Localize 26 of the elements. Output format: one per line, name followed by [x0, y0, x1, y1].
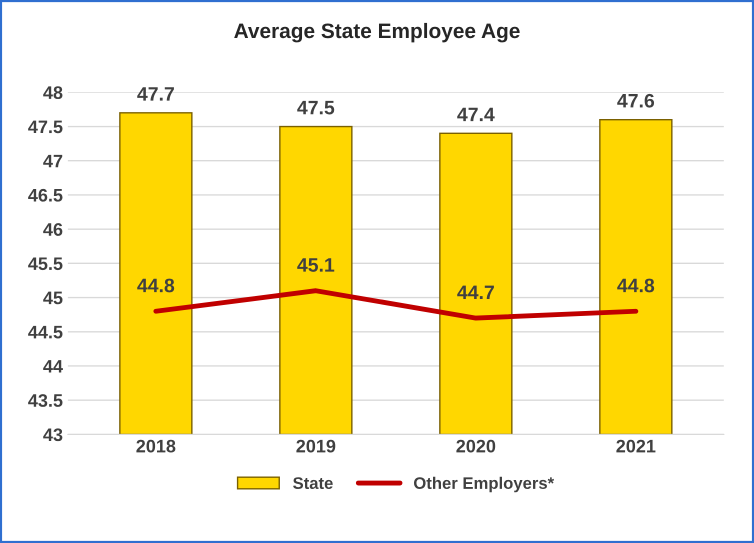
y-tick-label: 43: [43, 428, 62, 442]
x-tick-label: 2019: [296, 440, 336, 453]
y-tick-label: 44: [43, 360, 63, 373]
y-tick-label: 47.5: [28, 120, 62, 134]
data-label: 47.6: [617, 94, 654, 108]
y-tick-label: 47: [43, 154, 62, 168]
y-tick-label: 45.5: [28, 257, 62, 270]
y-tick-label: 45: [43, 292, 62, 304]
y-tick-label: 46.5: [28, 188, 62, 202]
data-label: 45.1: [297, 258, 334, 272]
x-tick-label: 2020: [456, 440, 496, 453]
y-tick-label: 48: [43, 86, 62, 100]
data-label: 47.7: [137, 87, 174, 101]
chart-title: Average State Employee Age: [234, 22, 520, 42]
data-label: 44.8: [617, 278, 654, 292]
y-tick-label: 46: [43, 223, 62, 236]
y-tick-label: 43.5: [28, 394, 62, 407]
data-label: 47.4: [457, 108, 495, 122]
x-tick-label: 2018: [136, 440, 176, 453]
legend-label: State: [293, 477, 333, 490]
x-tick-label: 2021: [616, 440, 656, 453]
data-label: 44.7: [457, 286, 494, 300]
data-label: 47.5: [297, 100, 334, 114]
y-tick-label: 44.5: [28, 326, 62, 338]
data-label: 44.8: [137, 278, 174, 292]
legend-label: Other Employers*: [414, 476, 554, 492]
